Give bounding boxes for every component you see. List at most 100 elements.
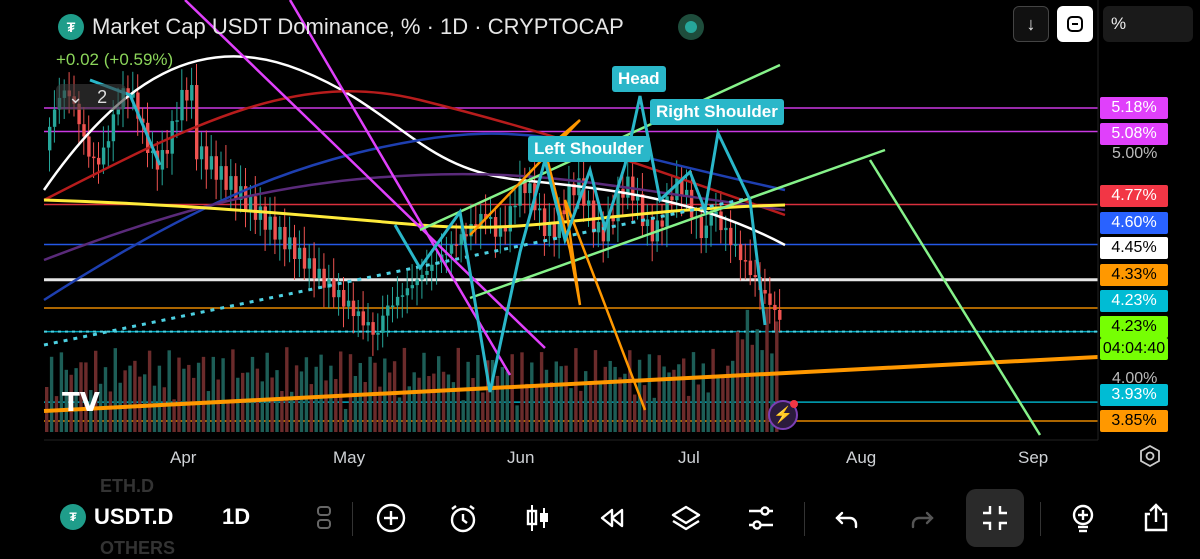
- market-status-icon[interactable]: [678, 14, 704, 40]
- volume-bar: [339, 351, 343, 432]
- alert-clock-icon[interactable]: [441, 496, 485, 540]
- volume-bar: [152, 385, 157, 432]
- symbol-selector[interactable]: ₮ USDT.D: [60, 504, 173, 530]
- scale-percent-button[interactable]: %: [1103, 6, 1193, 42]
- candle-body: [719, 211, 723, 231]
- candle-body: [484, 213, 488, 219]
- volume-bar: [397, 397, 402, 432]
- usdt-symbol-icon: ₮: [60, 504, 86, 530]
- volume-bar: [721, 375, 725, 432]
- arrow-down-icon[interactable]: ↓: [1013, 6, 1049, 42]
- share-icon[interactable]: [1134, 496, 1178, 540]
- bottom-toolbar: ETH.D OTHERS ₮ USDT.D 1D: [0, 476, 1200, 558]
- chevron-down-icon: ⌄: [68, 86, 84, 107]
- candle-body: [302, 247, 307, 269]
- volume-bar: [69, 374, 73, 432]
- undo-icon[interactable]: [825, 496, 869, 540]
- candle-body: [307, 258, 312, 269]
- volume-bar: [324, 380, 328, 432]
- candle-body: [229, 176, 233, 190]
- volume-bar: [623, 373, 627, 432]
- timeframe-button[interactable]: 1D: [222, 504, 251, 529]
- candle-body: [400, 295, 405, 297]
- candle-body: [748, 260, 753, 276]
- price-label: 4.23%: [1100, 316, 1168, 338]
- candle-body: [131, 92, 135, 98]
- volume-bar: [417, 377, 421, 432]
- moving-average-purple: [43, 172, 786, 262]
- annotation-left-shoulder[interactable]: Left Shoulder: [528, 136, 650, 162]
- volume-bar: [520, 352, 524, 432]
- volume-bar: [334, 379, 338, 432]
- volume-bar: [549, 381, 554, 432]
- volume-bar: [775, 321, 779, 432]
- add-icon[interactable]: [369, 496, 413, 540]
- price-chart[interactable]: [0, 0, 1200, 484]
- volume-bar: [446, 374, 451, 432]
- chart-area[interactable]: ₮ Market Cap USDT Dominance, % · 1D · CR…: [0, 0, 1200, 484]
- price-label: 3.93%: [1100, 384, 1168, 406]
- moving-average-white: [42, 55, 786, 247]
- annotation-head[interactable]: Head: [612, 66, 666, 92]
- candle-body: [640, 194, 645, 227]
- tradingview-logo: TV: [62, 388, 100, 418]
- candle-body: [52, 109, 57, 127]
- volume-bar: [559, 366, 563, 432]
- volume-bar: [49, 356, 54, 432]
- candle-body: [582, 178, 586, 206]
- candle-body: [768, 293, 772, 305]
- volume-bar: [515, 405, 519, 432]
- volume-bar: [598, 384, 603, 432]
- candle-body: [704, 225, 708, 239]
- indicators-collapse-button[interactable]: ⌄ 2: [56, 84, 126, 110]
- candle-body: [312, 258, 316, 279]
- compare-icon[interactable]: [302, 496, 346, 540]
- settings-sliders-icon[interactable]: [739, 496, 783, 540]
- volume-bar: [187, 364, 191, 432]
- candle-body: [248, 196, 253, 210]
- fullscreen-exit-icon[interactable]: [966, 489, 1024, 547]
- volume-bar: [441, 371, 446, 432]
- candle-body: [459, 234, 463, 246]
- candle-body: [528, 183, 532, 194]
- auto-fit-icon[interactable]: [1057, 6, 1093, 42]
- candle-body: [219, 166, 223, 180]
- replay-icon[interactable]: [590, 496, 634, 540]
- candle-body: [332, 279, 336, 298]
- candle-body: [199, 146, 204, 160]
- neckline-dotted: [43, 196, 751, 347]
- redo-icon[interactable]: [900, 496, 944, 540]
- lightning-icon[interactable]: ⚡: [768, 400, 798, 430]
- volume-bar: [770, 353, 774, 432]
- candle-body: [337, 289, 341, 298]
- candle-body: [87, 136, 91, 157]
- candle-body: [572, 183, 576, 196]
- chart-title[interactable]: Market Cap USDT Dominance, % · 1D · CRYP…: [92, 14, 624, 39]
- candle-body: [268, 216, 272, 230]
- volume-bar: [677, 364, 681, 432]
- volume-bar: [735, 331, 740, 432]
- chart-settings-icon[interactable]: [1138, 444, 1162, 468]
- channel-line-magenta: [184, 0, 546, 349]
- candle-body: [273, 216, 277, 240]
- volume-bar: [402, 347, 407, 432]
- volume-bar: [662, 366, 666, 432]
- annotation-right-shoulder[interactable]: Right Shoulder: [650, 99, 784, 125]
- volume-bar: [657, 355, 661, 432]
- volume-bar: [760, 350, 764, 432]
- candle-body: [430, 264, 434, 271]
- idea-icon[interactable]: [1061, 496, 1105, 540]
- layers-icon[interactable]: [664, 496, 708, 540]
- candle-body: [116, 108, 120, 115]
- candle-body: [420, 274, 424, 280]
- volume-bar: [167, 350, 171, 432]
- candle-body: [724, 227, 728, 231]
- candles-icon[interactable]: [516, 496, 560, 540]
- candle-body: [469, 224, 473, 237]
- volume-bar: [432, 373, 436, 432]
- candle-body: [714, 211, 718, 216]
- ghost-symbol-above: ETH.D: [100, 476, 154, 496]
- volume-bar: [706, 392, 710, 432]
- candle-body: [297, 247, 302, 259]
- volume-bar: [128, 365, 132, 432]
